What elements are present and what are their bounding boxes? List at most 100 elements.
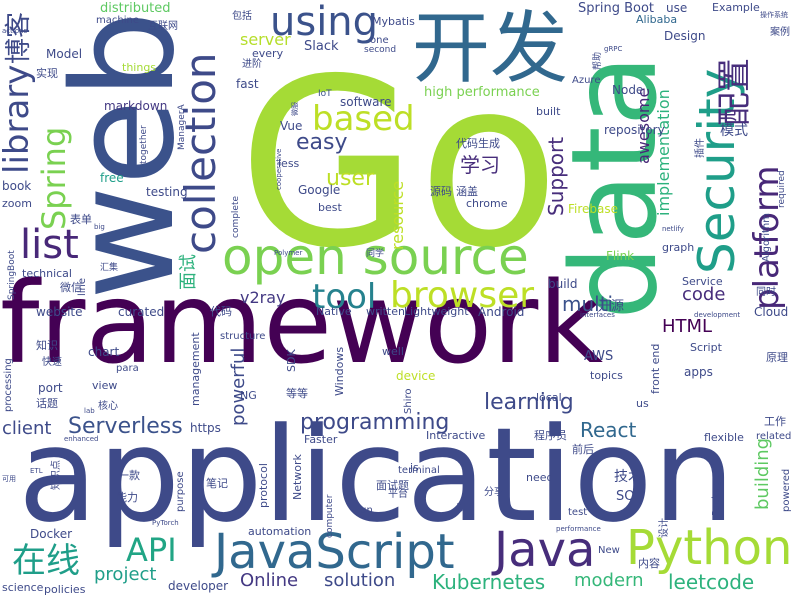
word: Spring Boot bbox=[578, 1, 655, 16]
word: Lightweight bbox=[404, 305, 469, 318]
word: solution bbox=[324, 570, 396, 591]
word: 原理 bbox=[766, 351, 788, 364]
word: 模式 bbox=[720, 123, 748, 139]
word: line bbox=[77, 277, 88, 296]
word: Service bbox=[682, 275, 723, 288]
word: structure bbox=[220, 331, 266, 342]
word: Online bbox=[240, 570, 299, 591]
word: netlify bbox=[662, 225, 684, 233]
word: server bbox=[240, 30, 291, 49]
word: library bbox=[0, 64, 37, 174]
word: Alibaba bbox=[636, 13, 678, 26]
word: Script bbox=[690, 341, 722, 354]
word: 内容 bbox=[638, 557, 660, 570]
word: related bbox=[756, 431, 792, 442]
word: list bbox=[20, 222, 79, 268]
word: policies bbox=[44, 583, 86, 596]
word: programming bbox=[300, 410, 450, 435]
word: Faster bbox=[304, 433, 338, 446]
word: 汇集 bbox=[100, 263, 119, 273]
word: Google bbox=[298, 183, 341, 197]
word: Polymer bbox=[274, 249, 303, 257]
word: 3D bbox=[456, 501, 473, 515]
word: automation bbox=[248, 525, 312, 538]
word: 实现 bbox=[36, 67, 58, 80]
word: ManagerA bbox=[177, 104, 187, 150]
word: 案例 bbox=[770, 27, 790, 38]
word: user bbox=[326, 166, 374, 191]
word: 面试题 bbox=[376, 479, 409, 492]
word: 话题 bbox=[36, 397, 58, 410]
word: client bbox=[2, 418, 52, 439]
word: 源码 bbox=[430, 185, 452, 198]
word: 微信 bbox=[60, 281, 82, 294]
word: enhanced bbox=[64, 435, 99, 443]
word: development bbox=[694, 311, 741, 319]
word: 工作 bbox=[764, 415, 786, 428]
word: building bbox=[752, 437, 773, 510]
word: together bbox=[139, 125, 149, 164]
word: 进阶 bbox=[242, 59, 262, 70]
word: website bbox=[36, 305, 83, 319]
word: Support bbox=[544, 136, 568, 216]
word: 分享 bbox=[484, 487, 504, 498]
word: Firebase bbox=[568, 202, 619, 216]
word: Java bbox=[494, 522, 596, 578]
word: collection bbox=[176, 52, 225, 254]
word: Azure bbox=[572, 75, 601, 86]
word: Shiro bbox=[403, 388, 414, 414]
word: build bbox=[548, 277, 578, 291]
word: Interactive bbox=[426, 429, 486, 442]
word: IoT bbox=[318, 89, 332, 99]
word: Android bbox=[478, 305, 525, 319]
word: AWS bbox=[584, 349, 614, 364]
word: curated bbox=[118, 305, 165, 319]
word: Network bbox=[291, 454, 304, 500]
word: 博客 bbox=[4, 11, 34, 64]
word: learning bbox=[484, 390, 574, 415]
word: 前后 bbox=[572, 443, 594, 456]
word: Package bbox=[711, 474, 722, 516]
word: 快速 bbox=[42, 357, 62, 368]
word: 操作系统 bbox=[760, 11, 788, 19]
word: Native bbox=[316, 305, 352, 318]
word: testing bbox=[146, 185, 188, 199]
word: 开源 bbox=[598, 299, 625, 314]
word: interfaces bbox=[580, 311, 615, 319]
word: 程序员 bbox=[534, 429, 567, 442]
word: browser bbox=[390, 275, 535, 316]
word: cooperative bbox=[275, 148, 283, 190]
word: one bbox=[370, 35, 389, 46]
word: fast bbox=[236, 77, 259, 91]
word: test bbox=[568, 507, 588, 518]
word: us bbox=[636, 397, 649, 410]
word: distributed bbox=[100, 1, 171, 16]
word: 插件 bbox=[695, 138, 706, 158]
word: Flink bbox=[606, 249, 635, 263]
word: PyTorch bbox=[152, 519, 179, 527]
word: purpose bbox=[175, 471, 186, 512]
word: 笔记 bbox=[206, 477, 228, 490]
word: 代码生成 bbox=[456, 137, 500, 150]
word: open source bbox=[222, 228, 529, 286]
word: machine bbox=[96, 15, 139, 26]
word: graph bbox=[662, 241, 695, 254]
word: high performance bbox=[424, 85, 540, 100]
word: protocol bbox=[257, 463, 270, 508]
word: modern bbox=[574, 570, 644, 591]
word: 知识点 bbox=[51, 460, 62, 490]
word: run bbox=[356, 505, 373, 516]
word: Cloud bbox=[754, 305, 789, 319]
word: 包括 bbox=[232, 11, 252, 22]
word: JavaScript bbox=[214, 524, 455, 580]
word: lab bbox=[84, 407, 95, 415]
word: 微服 bbox=[291, 102, 299, 116]
word: front end bbox=[649, 343, 662, 394]
word: 互联网 bbox=[148, 21, 178, 32]
word: application bbox=[18, 399, 736, 551]
word: multi bbox=[562, 292, 614, 316]
word: apps bbox=[684, 365, 713, 379]
word: using bbox=[270, 0, 379, 45]
word: port bbox=[38, 381, 63, 395]
